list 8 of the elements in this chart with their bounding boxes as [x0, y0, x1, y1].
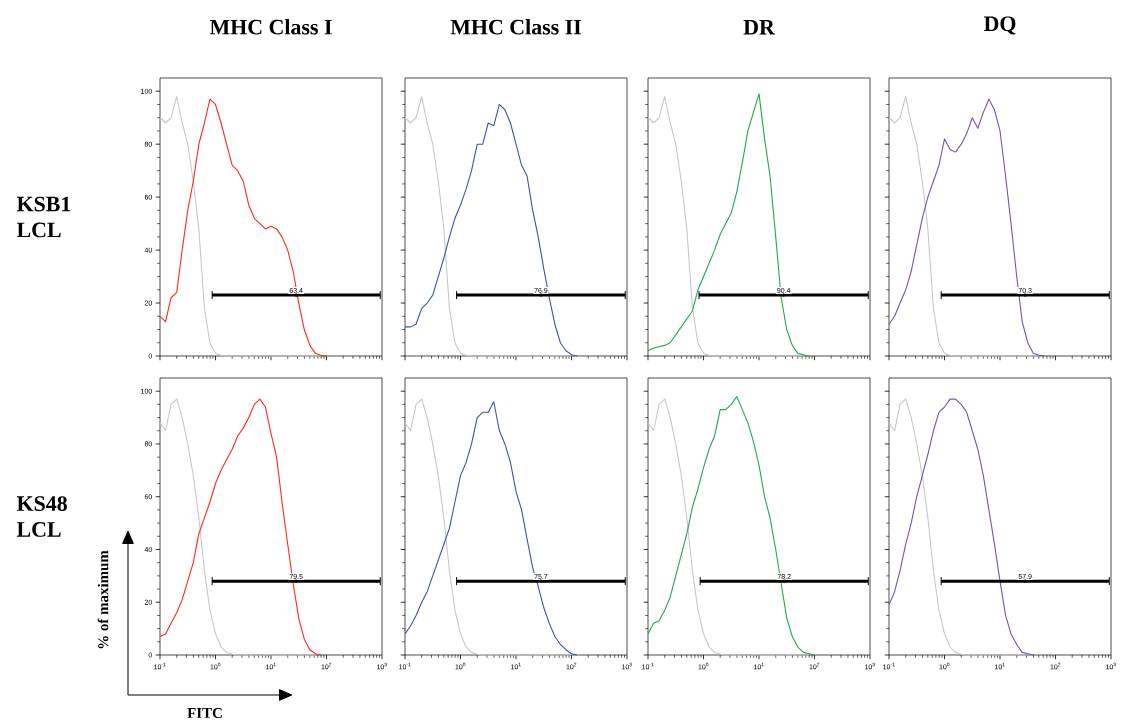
chart-title: DR: [743, 20, 776, 35]
chart-title: MHC Class II: [450, 19, 581, 35]
x-axis-title: FITC: [187, 707, 222, 719]
chart-title: DQ: [983, 16, 1016, 35]
y-axis-title: % of maximum: [97, 550, 109, 649]
text: KSB1 LCL: [16, 196, 71, 238]
text: KS48 LCL: [16, 496, 67, 537]
chart-title: MHC Class I: [209, 19, 332, 35]
